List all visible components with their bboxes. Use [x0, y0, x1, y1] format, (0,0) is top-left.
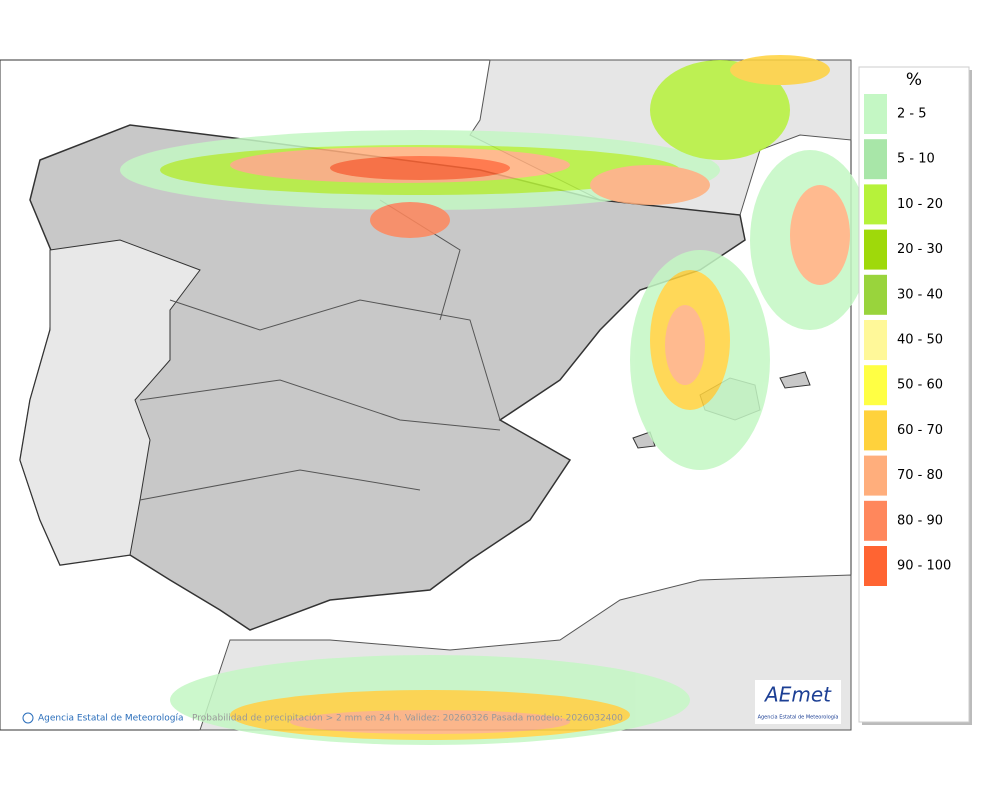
legend-swatch: [864, 365, 887, 406]
legend-label: 60 - 70: [897, 423, 943, 438]
legend-swatch: [864, 546, 887, 586]
legend-label: 20 - 30: [897, 242, 943, 257]
legend-label: 30 - 40: [897, 287, 943, 302]
region-borders: [139, 199, 501, 501]
caption: Probabilidad de precipitación > 2 mm en …: [192, 713, 623, 724]
precipitation: [120, 55, 870, 745]
legend-swatch: [864, 500, 887, 541]
legend-label: 70 - 80: [897, 468, 943, 483]
legend-swatch: [864, 410, 887, 451]
legend-label: 90 - 100: [897, 559, 951, 574]
legend-swatch: [864, 229, 887, 270]
logo-name: AEmet: [763, 683, 832, 707]
legend-label: 5 - 10: [897, 152, 935, 167]
legend-swatch: [864, 320, 887, 360]
map: Agencia Estatal de Meteorología Probabil…: [0, 55, 870, 745]
legend-label: 10 - 20: [897, 197, 943, 212]
legend-title: %: [906, 70, 922, 90]
legend-label: 2 - 5: [897, 107, 927, 122]
legend-swatch: [864, 184, 887, 225]
copyright-icon: [22, 712, 34, 724]
legend-label: 50 - 60: [897, 378, 943, 393]
logo-box: [755, 680, 841, 724]
legend-swatch: [864, 94, 887, 134]
legend-label: 80 - 90: [897, 513, 943, 528]
legend-swatch: [864, 139, 887, 180]
legend-label: 40 - 50: [897, 333, 943, 348]
legend-swatch: [864, 455, 887, 496]
credit: Agencia Estatal de Meteorología: [38, 714, 184, 724]
logo-subtitle: Agencia Estatal de Meteorología: [758, 714, 839, 721]
legend-swatch: [864, 274, 887, 315]
menorca: [779, 371, 811, 389]
legend: % 2 - 5 5 - 10 10 - 20 20 - 30 30 - 40 40 - 5…: [858, 66, 972, 725]
